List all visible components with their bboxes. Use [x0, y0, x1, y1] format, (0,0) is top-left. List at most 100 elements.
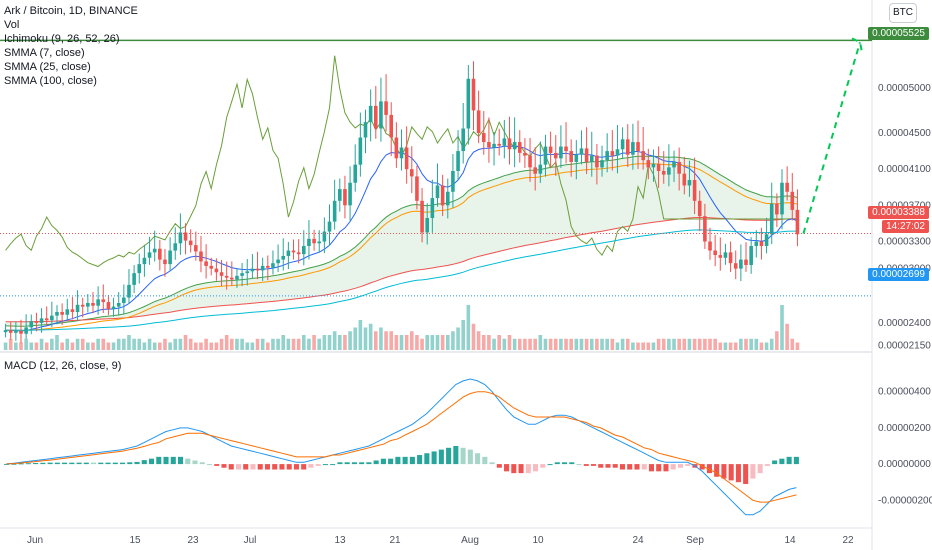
ichimoku-cloud — [5, 155, 798, 327]
candle-body — [322, 231, 327, 242]
time-tick-label: 23 — [187, 535, 199, 546]
macd-histogram-bar — [395, 456, 401, 465]
candle-body — [708, 241, 712, 251]
candle-body — [183, 232, 188, 241]
candle-body — [302, 246, 306, 255]
macd-histogram-bar — [779, 458, 785, 465]
volume-bar — [713, 338, 717, 350]
volume-bar — [574, 338, 579, 350]
candle-body — [415, 176, 419, 201]
senkou-span-b — [5, 216, 798, 323]
macd-histogram-bar — [54, 462, 60, 465]
legend-smma7[interactable]: SMMA (7, close) — [4, 47, 85, 59]
legend-smma25[interactable]: SMMA (25, close) — [4, 61, 91, 73]
candle-body — [75, 304, 80, 313]
candle-body — [625, 139, 630, 155]
candle-body — [266, 265, 270, 268]
candle-body — [579, 148, 584, 155]
candle-body — [481, 133, 486, 143]
volume-bar — [739, 338, 743, 350]
candle-body — [564, 146, 568, 152]
candle-body — [194, 245, 198, 252]
candle-body — [199, 251, 203, 262]
macd-histogram-bar — [496, 464, 502, 468]
candle-body — [337, 189, 342, 201]
volume-bar — [260, 338, 265, 350]
candle-body — [739, 259, 743, 269]
macd-histogram-bar — [293, 464, 299, 470]
legend-smma100[interactable]: SMMA (100, close) — [4, 75, 97, 87]
macd-histogram-bar — [598, 464, 604, 468]
volume-bar — [646, 342, 651, 350]
volume-bar — [625, 338, 630, 350]
macd-histogram-bar — [344, 462, 350, 465]
volume-bar — [600, 338, 604, 350]
volume-bar — [651, 342, 656, 350]
volume-bar — [271, 338, 275, 350]
candle-body — [533, 167, 537, 174]
macd-histogram-bar — [750, 464, 756, 479]
macd-histogram-bar — [612, 464, 618, 468]
macd-histogram-bar — [279, 464, 285, 470]
candle-body — [394, 137, 399, 159]
macd-histogram-bar — [337, 462, 343, 465]
candle-body — [574, 154, 579, 162]
candle-body — [178, 232, 183, 244]
candle-body — [260, 265, 265, 271]
candle-body — [142, 257, 147, 265]
volume-bar — [667, 338, 671, 350]
macd-histogram-bar — [561, 462, 568, 465]
candle-body — [214, 268, 219, 273]
macd-histogram-bar — [619, 464, 626, 470]
currency-button[interactable]: BTC — [889, 3, 917, 23]
candle-body — [250, 268, 255, 272]
time-tick-label: 13 — [334, 535, 346, 546]
volume-bar — [312, 335, 316, 350]
candle-body — [687, 180, 692, 186]
volume-bar — [127, 335, 131, 350]
candle-body — [775, 203, 779, 215]
volume-bar — [188, 338, 193, 350]
volume-bar — [55, 335, 59, 350]
volume-bar — [250, 342, 255, 350]
macd-histogram-bar — [764, 464, 770, 466]
volume-bar — [553, 338, 558, 350]
candle-body — [19, 331, 23, 334]
candle-body — [523, 152, 527, 156]
volume-bar — [420, 338, 424, 350]
candle-body — [764, 234, 769, 247]
candle-body — [445, 191, 450, 206]
time-tick-label: 24 — [632, 535, 644, 546]
candle-body — [795, 209, 800, 235]
candle-body — [677, 161, 681, 174]
price-tick-label: 0.00002400 — [878, 318, 931, 329]
candle-body — [692, 180, 697, 201]
chart-legend: Ark / Bitcoin, 1D, BINANCE Vol Ichimoku … — [4, 4, 138, 88]
macd-histogram-bar — [235, 464, 242, 470]
legend-vol[interactable]: Vol — [4, 19, 20, 31]
volume-bar — [795, 342, 800, 350]
macd-histogram-bar — [134, 461, 140, 465]
volume-bar — [363, 327, 368, 350]
candle-body — [553, 152, 558, 159]
volume-bar — [631, 342, 635, 350]
macd-line — [6, 378, 797, 516]
volume-bar — [440, 335, 445, 350]
volume-bar — [476, 331, 481, 350]
candle-body — [528, 155, 532, 168]
legend-ichimoku[interactable]: Ichimoku (9, 26, 52, 26) — [4, 33, 120, 45]
volume-bar — [80, 338, 85, 350]
macd-histogram-bar — [330, 464, 336, 466]
macd-histogram-bar — [489, 462, 495, 465]
time-tick-label: Jul — [244, 535, 257, 546]
macd-label[interactable]: MACD (12, 26, close, 9) — [4, 360, 122, 372]
candle-body — [636, 142, 640, 152]
volume-bar — [50, 338, 54, 350]
volume-bar — [332, 331, 337, 350]
macd-histogram-bar — [127, 462, 133, 465]
volume-bar — [343, 335, 347, 350]
macd-histogram-bar — [641, 464, 647, 470]
candle-body — [281, 255, 286, 260]
candle-body — [502, 138, 507, 146]
